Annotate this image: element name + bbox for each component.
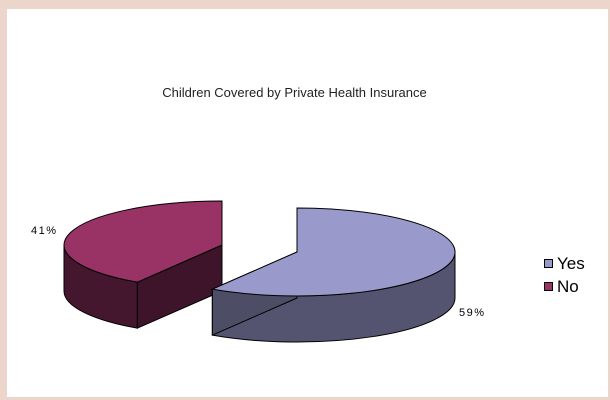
legend-label-no: No (557, 276, 579, 296)
legend-label-yes: Yes (557, 253, 585, 273)
data-label-no: 41% (31, 225, 58, 237)
legend: Yes No (544, 252, 585, 298)
legend-swatch-no (544, 282, 553, 291)
legend-item-no: No (544, 275, 585, 298)
chart-title: Children Covered by Private Health Insur… (162, 85, 427, 100)
pie-slice-no (63, 200, 223, 283)
legend-item-yes: Yes (544, 252, 585, 275)
data-label-yes: 59% (459, 307, 486, 319)
legend-swatch-yes (544, 259, 553, 268)
pie-slice-yes (210, 207, 456, 297)
